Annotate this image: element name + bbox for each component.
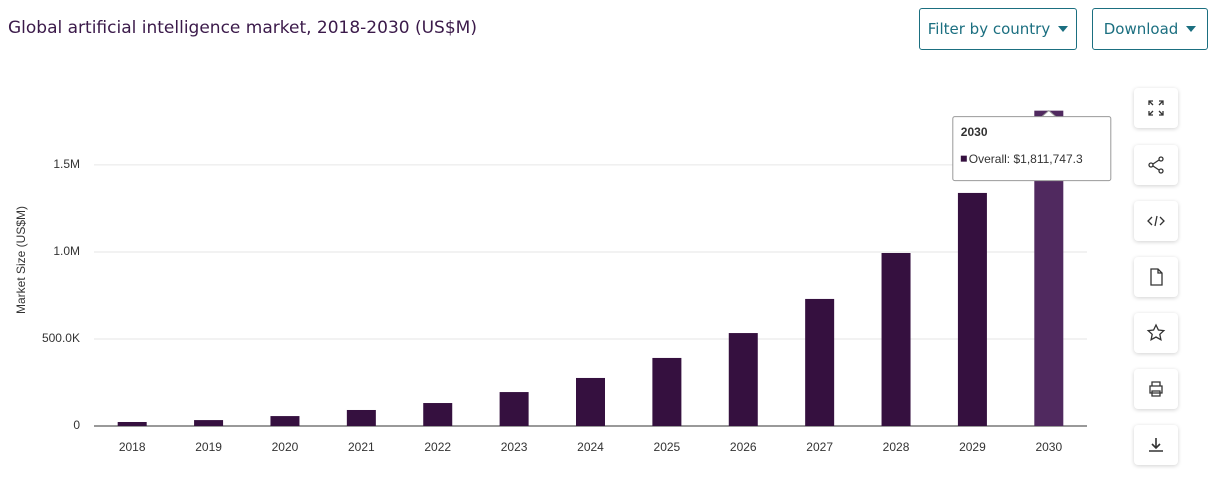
x-tick-label: 2025 [654,440,681,454]
tooltip-box [952,116,1112,182]
y-tick-label: 500.0K [42,331,80,345]
y-tick-label: 1.0M [53,244,80,258]
tooltip-value: Overall: $1,811,747.3 [969,152,1083,166]
x-tick-label: 2022 [424,440,451,454]
x-tick-label: 2026 [730,440,757,454]
x-tick-label: 2028 [883,440,910,454]
tooltip-title: 2030 [961,125,988,139]
bar [117,421,147,426]
bar [499,392,529,426]
filter-button[interactable]: Filter by country [919,8,1077,50]
x-tick-label: 2024 [577,440,604,454]
bar [957,192,987,426]
bar [652,357,682,426]
bar [194,420,224,426]
y-axis-label: Market Size (US$M) [14,206,28,314]
x-tick-label: 2023 [501,440,528,454]
x-tick-label: 2018 [119,440,146,454]
bar [423,403,453,426]
embed-icon[interactable] [1134,201,1178,241]
page-title: Global artificial intelligence market, 2… [8,18,477,38]
x-tick-label: 2030 [1035,440,1062,454]
y-tick-label: 1.5M [53,157,80,171]
tooltip-swatch [960,155,967,162]
x-tick-label: 2021 [348,440,375,454]
download-button[interactable]: Download [1092,8,1208,50]
print-icon[interactable] [1134,369,1178,409]
x-tick-label: 2029 [959,440,986,454]
x-tick-label: 2027 [806,440,833,454]
x-tick-label: 2019 [195,440,222,454]
bar [881,252,911,426]
bar [576,377,605,426]
bar [805,298,835,426]
bar [270,416,300,426]
star-icon[interactable] [1134,313,1178,353]
share-icon[interactable] [1134,145,1178,185]
xls-icon[interactable] [1134,257,1178,297]
y-tick-label: 0 [73,418,80,432]
x-tick-label: 2020 [272,440,299,454]
bar [346,409,376,426]
tooltip: 2030 Overall: $1,811,747.3 [952,109,1112,182]
fullscreen-icon[interactable] [1134,88,1178,128]
bar [728,333,758,426]
download-icon[interactable] [1134,425,1178,465]
